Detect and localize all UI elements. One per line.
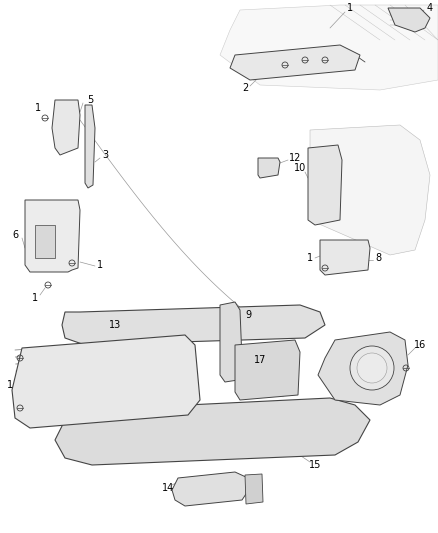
Polygon shape (318, 332, 408, 405)
Text: 5: 5 (87, 95, 93, 105)
Text: 1: 1 (97, 260, 103, 270)
Text: 12: 12 (289, 153, 301, 163)
Text: 14: 14 (162, 483, 174, 493)
Text: 17: 17 (254, 355, 266, 365)
Polygon shape (258, 158, 280, 178)
Polygon shape (245, 474, 263, 504)
Polygon shape (235, 340, 300, 400)
Text: 1: 1 (7, 380, 13, 390)
Polygon shape (308, 145, 342, 225)
Polygon shape (220, 302, 242, 382)
Text: 1: 1 (32, 293, 38, 303)
Polygon shape (230, 45, 360, 80)
Polygon shape (310, 125, 430, 255)
Polygon shape (55, 398, 370, 465)
Circle shape (357, 353, 387, 383)
Circle shape (350, 346, 394, 390)
Text: 13: 13 (109, 320, 121, 330)
Text: 6: 6 (12, 230, 18, 240)
Text: 9: 9 (245, 310, 251, 320)
Text: 4: 4 (427, 3, 433, 13)
Polygon shape (172, 472, 250, 506)
Text: 1: 1 (307, 253, 313, 263)
Text: 3: 3 (102, 150, 108, 160)
Text: 8: 8 (375, 253, 381, 263)
Polygon shape (35, 225, 55, 258)
Polygon shape (52, 100, 80, 155)
Text: 2: 2 (242, 83, 248, 93)
Text: 1: 1 (35, 103, 41, 113)
Polygon shape (388, 8, 430, 32)
Polygon shape (62, 305, 325, 345)
Text: 10: 10 (294, 163, 306, 173)
Polygon shape (320, 240, 370, 275)
Text: 15: 15 (309, 460, 321, 470)
Text: 1: 1 (347, 3, 353, 13)
Polygon shape (85, 105, 95, 188)
Text: 16: 16 (414, 340, 426, 350)
Polygon shape (220, 5, 438, 90)
Polygon shape (12, 335, 200, 428)
Polygon shape (25, 200, 80, 272)
